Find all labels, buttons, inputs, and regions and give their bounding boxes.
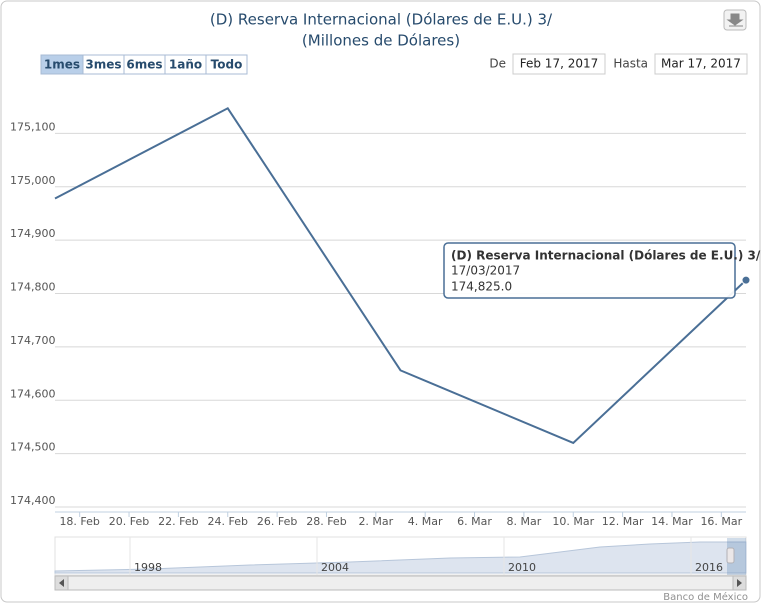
hover-marker[interactable] bbox=[741, 275, 751, 285]
x-tick-label: 10. Mar bbox=[552, 515, 594, 528]
range-from-value[interactable]: Feb 17, 2017 bbox=[520, 57, 599, 71]
x-tick-label: 2. Mar bbox=[358, 515, 393, 528]
export-icon[interactable] bbox=[726, 13, 744, 27]
chart-subtitle: (Millones de Dólares) bbox=[302, 32, 460, 50]
y-tick-label: 175,000 bbox=[10, 174, 56, 187]
y-tick-label: 175,100 bbox=[10, 120, 56, 133]
tooltip-box bbox=[443, 242, 736, 299]
y-tick-label: 174,400 bbox=[10, 494, 56, 507]
line-series bbox=[54, 106, 747, 445]
x-tick-label: 6. Mar bbox=[457, 515, 492, 528]
x-tick-label: 20. Feb bbox=[109, 515, 149, 528]
scrollbar-track[interactable] bbox=[54, 575, 747, 591]
y-tick-label: 174,800 bbox=[10, 281, 56, 294]
navigator-label: 2010 bbox=[508, 561, 536, 574]
x-tick-label: 4. Mar bbox=[408, 515, 443, 528]
range-to-input[interactable] bbox=[654, 53, 748, 75]
range-from-label: De bbox=[489, 57, 506, 71]
range-button-label[interactable]: 1mes bbox=[44, 58, 80, 72]
credits: Banco de México bbox=[663, 591, 748, 603]
range-from-input[interactable] bbox=[512, 53, 606, 75]
range-to-value[interactable]: Mar 17, 2017 bbox=[661, 57, 741, 71]
tooltip-value: 174,825.0 bbox=[451, 280, 512, 294]
x-tick-label: 16. Mar bbox=[700, 515, 742, 528]
scrollbar-right-arrow[interactable] bbox=[737, 579, 742, 587]
x-tick-label: 24. Feb bbox=[208, 515, 248, 528]
x-tick-label: 26. Feb bbox=[257, 515, 297, 528]
navigator-label: 2004 bbox=[321, 561, 349, 574]
scrollbar-left-arrow[interactable] bbox=[59, 579, 64, 587]
navigator bbox=[54, 536, 747, 591]
y-tick-label: 174,900 bbox=[10, 227, 56, 240]
tooltip: (D) Reserva Internacional (Dólares de E.… bbox=[443, 242, 761, 299]
navigator-label: 1998 bbox=[134, 561, 162, 574]
x-tick-label: 12. Mar bbox=[602, 515, 644, 528]
range-button-label[interactable]: Todo bbox=[211, 58, 243, 72]
x-tick-label: 8. Mar bbox=[507, 515, 542, 528]
range-button-label[interactable]: 1año bbox=[169, 58, 202, 72]
range-button-label[interactable]: 6mes bbox=[126, 58, 162, 72]
navigator-label: 2016 bbox=[695, 561, 723, 574]
y-tick-label: 174,500 bbox=[10, 441, 56, 454]
tooltip-date: 17/03/2017 bbox=[451, 264, 520, 278]
range-to-label: Hasta bbox=[613, 57, 648, 71]
x-tick-label: 18. Feb bbox=[59, 515, 99, 528]
range-button[interactable] bbox=[205, 54, 248, 75]
chart-title: (D) Reserva Internacional (Dólares de E.… bbox=[210, 11, 553, 29]
y-tick-label: 174,600 bbox=[10, 387, 56, 400]
x-tick-label: 14. Mar bbox=[651, 515, 693, 528]
tooltip-series: (D) Reserva Internacional (Dólares de E.… bbox=[451, 249, 761, 263]
y-tick-label: 174,700 bbox=[10, 334, 56, 347]
export-button[interactable] bbox=[723, 9, 747, 31]
navigator-selection[interactable] bbox=[727, 538, 746, 575]
range-button-label[interactable]: 3mes bbox=[85, 58, 121, 72]
x-tick-label: 22. Feb bbox=[158, 515, 198, 528]
navigator-series bbox=[54, 541, 747, 574]
x-tick-label: 28. Feb bbox=[306, 515, 346, 528]
navigator-handle[interactable] bbox=[726, 547, 735, 564]
